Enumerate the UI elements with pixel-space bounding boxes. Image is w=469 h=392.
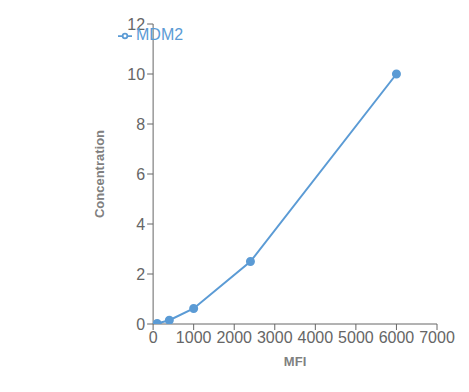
svg-text:6: 6 <box>136 166 145 183</box>
svg-text:4: 4 <box>136 216 145 233</box>
svg-text:MFI: MFI <box>284 354 306 369</box>
svg-text:3000: 3000 <box>257 329 293 346</box>
svg-text:0: 0 <box>136 316 145 333</box>
svg-text:6000: 6000 <box>379 329 415 346</box>
svg-text:5000: 5000 <box>338 329 374 346</box>
svg-text:12: 12 <box>127 16 145 33</box>
svg-text:2000: 2000 <box>216 329 252 346</box>
svg-text:0: 0 <box>149 329 158 346</box>
svg-text:10: 10 <box>127 66 145 83</box>
svg-text:7000: 7000 <box>419 329 455 346</box>
svg-text:4000: 4000 <box>298 329 334 346</box>
html-text:MDM2: MDM2 <box>136 26 184 43</box>
svg-text:2: 2 <box>136 266 145 283</box>
svg-text:Concentration: Concentration <box>92 130 107 218</box>
svg-text:8: 8 <box>136 116 145 133</box>
svg-text:1000: 1000 <box>176 329 212 346</box>
